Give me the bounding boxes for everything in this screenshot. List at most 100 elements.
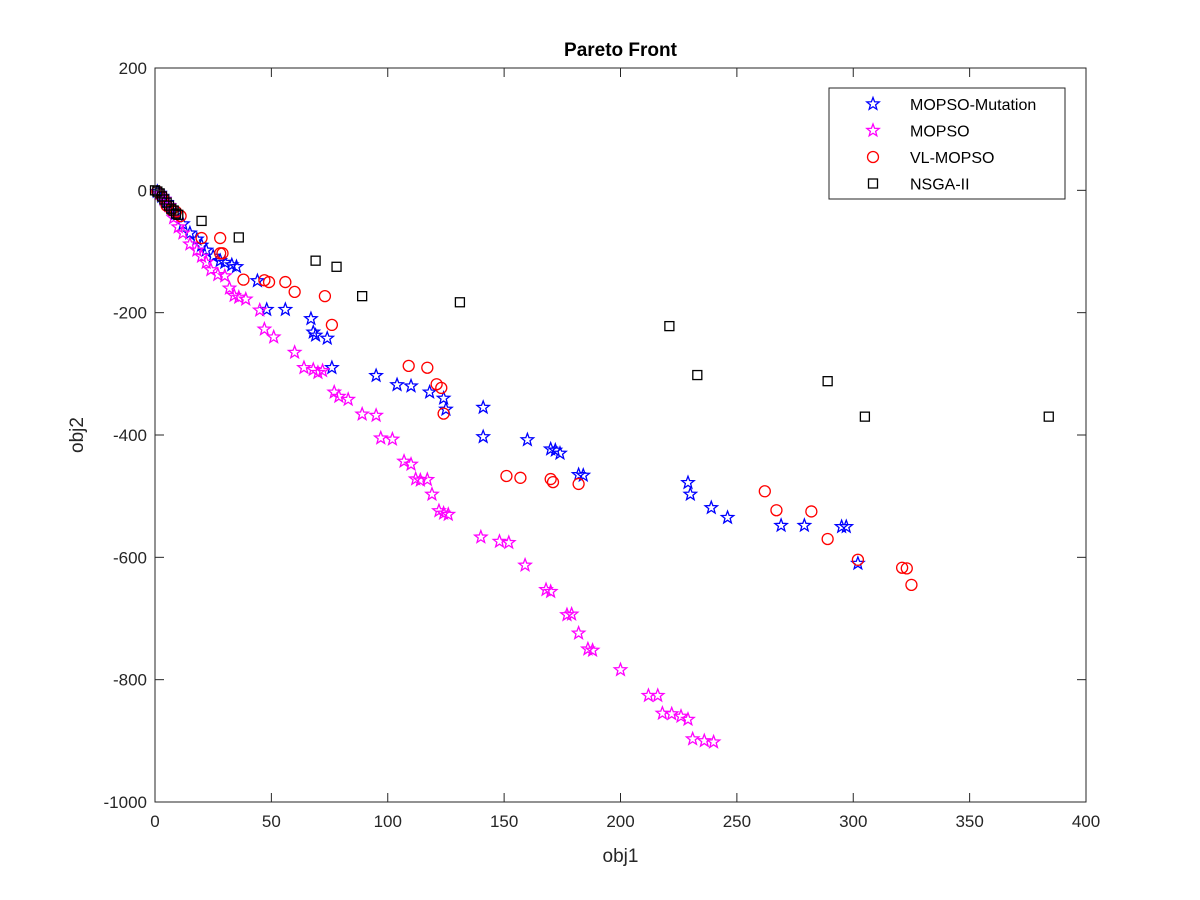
y-tick-label: -600 [113,548,147,567]
x-tick-label: 50 [262,812,281,831]
data-point [305,323,322,340]
data-point [838,518,855,534]
legend-label: MOPSO [910,124,970,141]
data-point [517,556,534,573]
data-point [579,640,596,656]
legend-marker [865,122,881,138]
x-tick-label: 400 [1072,812,1100,831]
data-point [905,578,918,592]
data-point [544,472,557,486]
data-marks [149,183,1054,749]
data-point [403,377,419,393]
data-point [454,297,466,308]
data-point [673,708,689,724]
legend-label: VL-MOPSO [910,150,994,167]
data-point [256,320,273,336]
y-tick-label: -1000 [104,793,147,812]
data-point [440,506,457,522]
data-point [664,320,675,332]
data-point [851,553,865,566]
data-point [419,471,436,487]
data-point [584,641,601,658]
data-point [331,261,342,272]
data-point [758,485,771,498]
data-point [310,255,321,266]
data-point [696,732,713,748]
data-point [514,471,527,484]
data-point [500,534,517,550]
data-point [519,431,536,447]
data-point [822,376,833,387]
data-point [325,318,339,332]
data-point [196,215,207,227]
data-point [340,391,357,407]
data-point [330,388,347,404]
data-point [575,467,592,483]
data-point [195,231,208,245]
legend-entry: VL-MOPSO [866,150,994,167]
data-point [895,561,909,574]
y-tick-label: -800 [113,671,147,690]
data-point [181,235,198,251]
data-point [228,258,245,274]
data-point [491,533,508,549]
legend-marker [866,150,880,164]
data-point [900,562,913,575]
data-point [475,399,492,415]
data-point [542,440,559,456]
legend-entry: NSGA-II [867,177,970,194]
data-point [682,485,699,502]
data-point [475,428,492,444]
data-point [174,224,191,240]
data-point [309,364,326,380]
data-point [692,369,703,381]
data-point [251,301,268,317]
data-point [500,469,513,483]
data-point [546,475,560,489]
data-point [435,504,452,521]
data-point [165,209,182,225]
data-point [773,517,790,533]
data-point [323,359,340,375]
y-tick-label: 0 [138,181,147,200]
data-point [719,509,736,525]
x-tick-label: 250 [723,812,751,831]
data-point [279,275,292,289]
legend-entry: MOPSO [865,122,970,141]
x-tick-label: 150 [490,812,518,831]
chart-title: Pareto Front [564,40,678,61]
data-point [314,362,331,378]
data-point [680,711,696,727]
data-point [209,266,226,282]
data-point [680,474,696,490]
y-tick-label: 200 [119,59,147,78]
data-point [173,209,184,220]
data-point [821,532,834,546]
data-point [389,376,405,392]
x-tick-label: 200 [606,812,634,831]
x-axis-label: obj1 [603,846,639,867]
data-point [237,290,254,306]
data-point [262,275,276,289]
data-point [542,583,559,599]
data-point [402,359,415,373]
x-tick-label: 0 [150,812,159,831]
data-point [277,301,294,317]
data-point [437,407,450,420]
legend-label: NSGA-II [910,177,970,194]
data-point [472,528,489,544]
y-tick-label: -400 [113,426,147,445]
data-point [216,247,229,260]
data-point [563,605,580,621]
data-point [403,456,419,472]
data-point [559,606,575,622]
data-point [705,733,722,749]
data-point [233,232,244,243]
data-point [570,466,587,482]
data-point [198,254,215,270]
data-point [296,359,312,375]
data-point [223,256,240,272]
legend-entry: MOPSO-Mutation [865,95,1036,114]
legend-marker [867,178,879,189]
data-point [170,208,182,219]
